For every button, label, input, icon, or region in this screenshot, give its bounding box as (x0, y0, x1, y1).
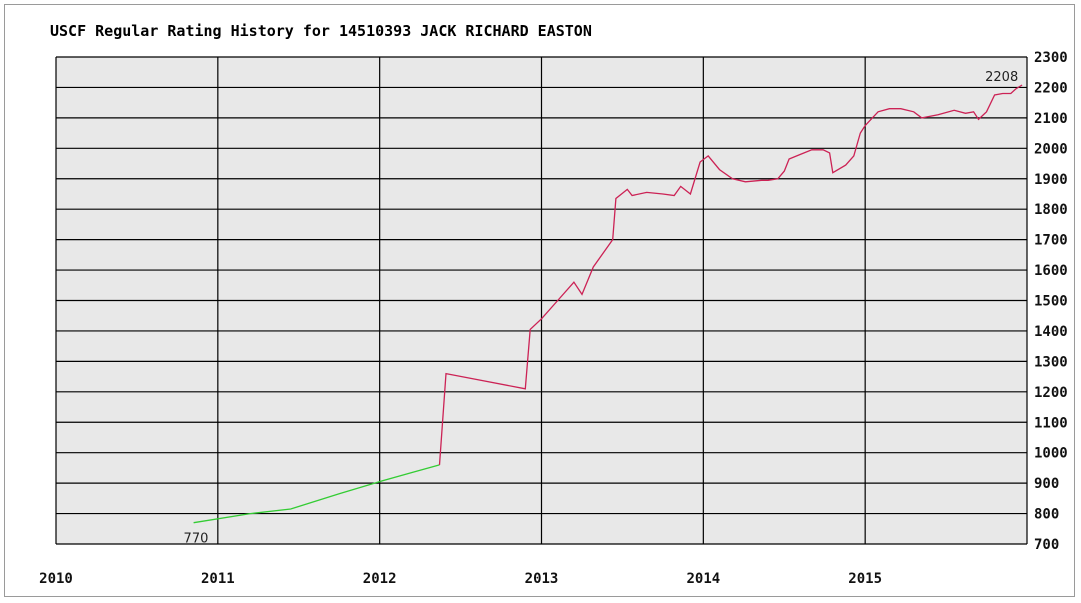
y-tick-label: 1400 (1034, 324, 1068, 340)
y-tick-label: 800 (1034, 507, 1059, 523)
series-line-1 (438, 84, 1023, 465)
x-tick-label: 2011 (201, 571, 235, 587)
x-tick-label: 2015 (848, 571, 882, 587)
y-tick-label: 1200 (1034, 385, 1068, 401)
y-tick-label: 700 (1034, 537, 1059, 553)
x-tick-label: 2012 (363, 571, 397, 587)
series-line-0 (193, 464, 440, 524)
y-tick-label: 1100 (1034, 415, 1068, 431)
chart-title: USCF Regular Rating History for 14510393… (50, 22, 592, 40)
grid (55, 56, 1028, 545)
y-tick-label: 2000 (1034, 141, 1068, 157)
y-tick-label: 1700 (1034, 233, 1068, 249)
y-tick-label: 2200 (1034, 80, 1068, 96)
series-lines (193, 84, 1023, 524)
y-tick-label: 2300 (1034, 50, 1068, 66)
y-tick-label: 2100 (1034, 111, 1068, 127)
x-axis-labels: 2010 2011 2012 2013 2014 2015 (39, 571, 882, 587)
y-tick-label: 1300 (1034, 354, 1068, 370)
y-tick-label: 1800 (1034, 202, 1068, 218)
start-rating-label: 770 (184, 532, 209, 547)
end-rating-label: 2208 (985, 70, 1018, 85)
y-tick-label: 1000 (1034, 446, 1068, 462)
annotations: 770 2208 (184, 70, 1019, 547)
y-tick-label: 900 (1034, 476, 1059, 492)
y-tick-label: 1900 (1034, 172, 1068, 188)
x-tick-label: 2014 (686, 571, 720, 587)
y-tick-label: 1500 (1034, 294, 1068, 310)
x-tick-label: 2013 (525, 571, 559, 587)
y-tick-label: 1600 (1034, 263, 1068, 279)
x-tick-label: 2010 (39, 571, 73, 587)
y-axis-labels: 700 800 900 1000 1100 1200 1300 1400 1500 1600 170… (1034, 50, 1068, 553)
